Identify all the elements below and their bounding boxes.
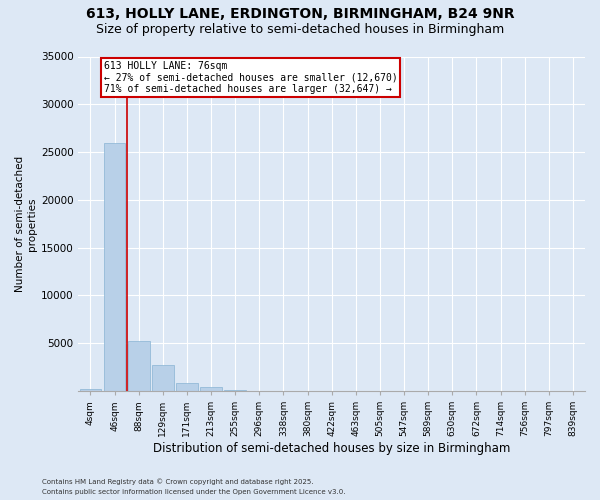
Text: 613 HOLLY LANE: 76sqm
← 27% of semi-detached houses are smaller (12,670)
71% of : 613 HOLLY LANE: 76sqm ← 27% of semi-deta… xyxy=(104,62,397,94)
Text: Contains HM Land Registry data © Crown copyright and database right 2025.: Contains HM Land Registry data © Crown c… xyxy=(42,478,314,485)
Bar xyxy=(80,389,101,391)
Bar xyxy=(224,390,246,391)
Bar xyxy=(152,365,173,391)
Bar xyxy=(104,142,125,391)
Bar xyxy=(200,387,222,391)
Bar xyxy=(176,384,198,391)
Text: Contains public sector information licensed under the Open Government Licence v3: Contains public sector information licen… xyxy=(42,489,346,495)
X-axis label: Distribution of semi-detached houses by size in Birmingham: Distribution of semi-detached houses by … xyxy=(153,442,511,455)
Bar xyxy=(128,342,149,391)
Text: 613, HOLLY LANE, ERDINGTON, BIRMINGHAM, B24 9NR: 613, HOLLY LANE, ERDINGTON, BIRMINGHAM, … xyxy=(86,8,514,22)
Text: Size of property relative to semi-detached houses in Birmingham: Size of property relative to semi-detach… xyxy=(96,22,504,36)
Y-axis label: Number of semi-detached
properties: Number of semi-detached properties xyxy=(15,156,37,292)
